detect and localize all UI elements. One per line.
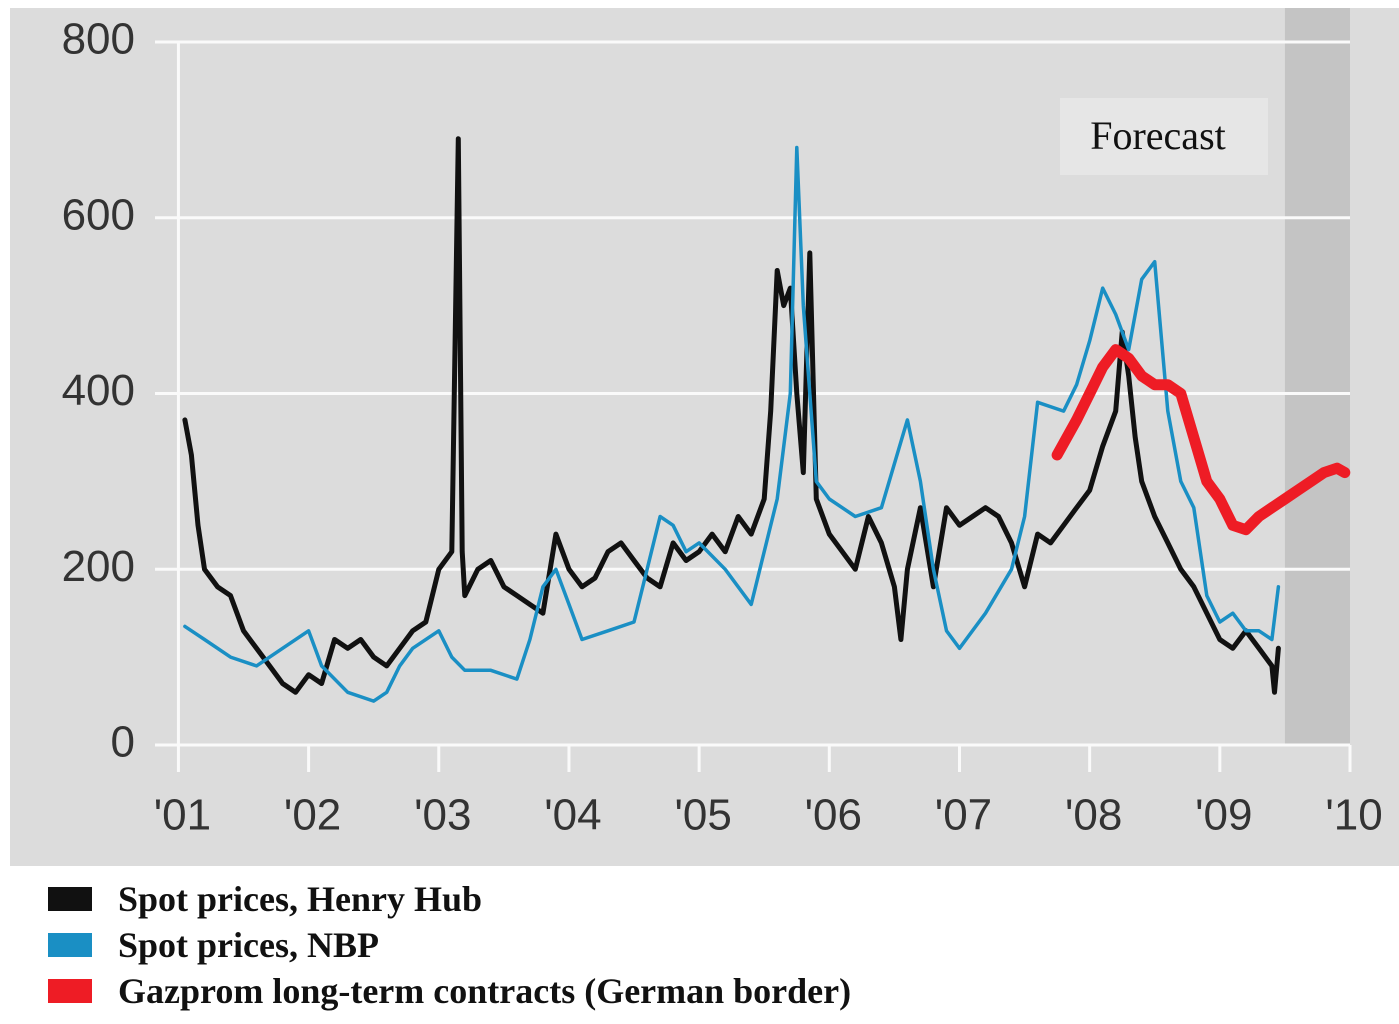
legend-swatch	[48, 933, 92, 957]
x-tick-label: '05	[674, 791, 731, 840]
x-tick-label: '01	[154, 791, 211, 840]
series-line	[183, 145, 1281, 703]
x-tick-label: '07	[935, 791, 992, 840]
legend-label: Spot prices, NBP	[118, 925, 379, 965]
x-tick-label: '08	[1065, 791, 1122, 840]
legend-item: Gazprom long-term contracts (German bord…	[48, 968, 851, 1014]
legend-swatch	[48, 979, 92, 1003]
y-tick-label: 0	[111, 718, 135, 767]
legend-item: Spot prices, Henry Hub	[48, 876, 851, 922]
x-tick-label: '10	[1325, 791, 1382, 840]
forecast-region	[1284, 8, 1350, 745]
x-tick-label: '04	[544, 791, 601, 840]
y-tick-label: 800	[62, 15, 135, 64]
series-line	[182, 136, 1281, 695]
x-tick-label: '03	[414, 791, 471, 840]
chart: Forecast 0 200 400 600 800 '01 '02 '03 '04 '05 '06…	[10, 8, 1399, 866]
x-tick-label: '06	[805, 791, 862, 840]
y-tick-label: 600	[62, 190, 135, 239]
x-tick-label: '09	[1195, 791, 1252, 840]
legend-label: Spot prices, Henry Hub	[118, 879, 483, 919]
legend-label: Gazprom long-term contracts (German bord…	[118, 971, 852, 1011]
annotation: Forecast	[1090, 113, 1226, 158]
legend: Spot prices, Henry Hub Spot prices, NBP Ga…	[48, 876, 851, 1014]
annotation-box	[1060, 98, 1268, 175]
y-tick-label: 200	[62, 542, 135, 591]
series-line	[1051, 344, 1351, 536]
y-tick-label: 400	[62, 366, 135, 415]
x-tick-label: '02	[284, 791, 341, 840]
legend-swatch	[48, 887, 92, 911]
legend-item: Spot prices, NBP	[48, 922, 851, 968]
